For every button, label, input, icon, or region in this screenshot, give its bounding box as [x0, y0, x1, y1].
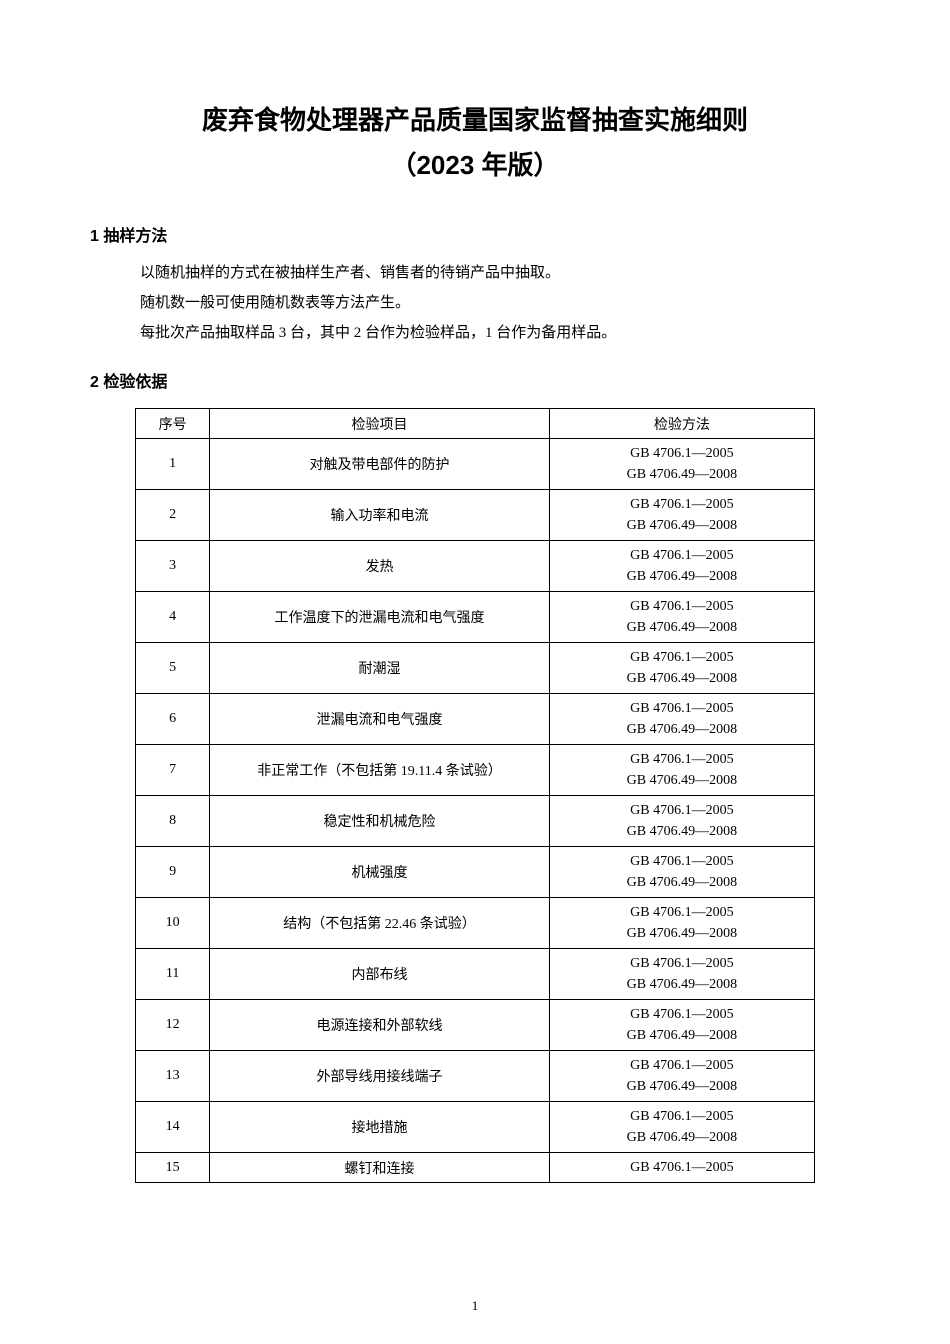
- cell-item: 对触及带电部件的防护: [210, 439, 550, 490]
- cell-seq: 1: [136, 439, 210, 490]
- cell-item: 发热: [210, 541, 550, 592]
- cell-item: 稳定性和机械危险: [210, 796, 550, 847]
- page-number: 1: [472, 1298, 479, 1314]
- cell-seq: 9: [136, 847, 210, 898]
- cell-seq: 7: [136, 745, 210, 796]
- cell-method: GB 4706.1—2005GB 4706.49—2008: [549, 796, 814, 847]
- table-row: 11内部布线GB 4706.1—2005GB 4706.49—2008: [136, 949, 815, 1000]
- table-row: 7非正常工作（不包括第 19.11.4 条试验）GB 4706.1—2005GB…: [136, 745, 815, 796]
- cell-method: GB 4706.1—2005GB 4706.49—2008: [549, 847, 814, 898]
- cell-seq: 6: [136, 694, 210, 745]
- cell-method: GB 4706.1—2005GB 4706.49—2008: [549, 439, 814, 490]
- cell-item: 耐潮湿: [210, 643, 550, 694]
- table-header-row: 序号 检验项目 检验方法: [136, 409, 815, 439]
- cell-item: 内部布线: [210, 949, 550, 1000]
- table-row: 12电源连接和外部软线GB 4706.1—2005GB 4706.49—2008: [136, 1000, 815, 1051]
- cell-seq: 4: [136, 592, 210, 643]
- table-row: 14接地措施GB 4706.1—2005GB 4706.49—2008: [136, 1102, 815, 1153]
- cell-item: 非正常工作（不包括第 19.11.4 条试验）: [210, 745, 550, 796]
- cell-seq: 10: [136, 898, 210, 949]
- cell-item: 泄漏电流和电气强度: [210, 694, 550, 745]
- cell-seq: 13: [136, 1051, 210, 1102]
- section1-para-0: 以随机抽样的方式在被抽样生产者、销售者的待销产品中抽取。: [110, 258, 860, 288]
- cell-method: GB 4706.1—2005GB 4706.49—2008: [549, 541, 814, 592]
- section1-para-2: 每批次产品抽取样品 3 台，其中 2 台作为检验样品，1 台作为备用样品。: [110, 318, 860, 348]
- table-body: 1对触及带电部件的防护GB 4706.1—2005GB 4706.49—2008…: [136, 439, 815, 1183]
- inspection-table: 序号 检验项目 检验方法 1对触及带电部件的防护GB 4706.1—2005GB…: [135, 408, 815, 1183]
- cell-seq: 8: [136, 796, 210, 847]
- table-row: 2输入功率和电流GB 4706.1—2005GB 4706.49—2008: [136, 490, 815, 541]
- cell-method: GB 4706.1—2005GB 4706.49—2008: [549, 643, 814, 694]
- table-row: 5耐潮湿GB 4706.1—2005GB 4706.49—2008: [136, 643, 815, 694]
- cell-item: 外部导线用接线端子: [210, 1051, 550, 1102]
- table-row: 9机械强度GB 4706.1—2005GB 4706.49—2008: [136, 847, 815, 898]
- table-row: 1对触及带电部件的防护GB 4706.1—2005GB 4706.49—2008: [136, 439, 815, 490]
- cell-seq: 11: [136, 949, 210, 1000]
- cell-seq: 5: [136, 643, 210, 694]
- cell-seq: 2: [136, 490, 210, 541]
- cell-item: 输入功率和电流: [210, 490, 550, 541]
- table-row: 3发热GB 4706.1—2005GB 4706.49—2008: [136, 541, 815, 592]
- document-title: 废弃食物处理器产品质量国家监督抽查实施细则: [90, 100, 860, 137]
- table-row: 4工作温度下的泄漏电流和电气强度GB 4706.1—2005GB 4706.49…: [136, 592, 815, 643]
- header-seq: 序号: [136, 409, 210, 439]
- section1-heading: 1 抽样方法: [90, 222, 860, 246]
- cell-seq: 15: [136, 1153, 210, 1183]
- cell-item: 接地措施: [210, 1102, 550, 1153]
- cell-method: GB 4706.1—2005GB 4706.49—2008: [549, 1051, 814, 1102]
- cell-method: GB 4706.1—2005GB 4706.49—2008: [549, 490, 814, 541]
- section2-heading: 2 检验依据: [90, 368, 860, 392]
- cell-method: GB 4706.1—2005GB 4706.49—2008: [549, 898, 814, 949]
- cell-item: 螺钉和连接: [210, 1153, 550, 1183]
- cell-method: GB 4706.1—2005GB 4706.49—2008: [549, 745, 814, 796]
- cell-method: GB 4706.1—2005GB 4706.49—2008: [549, 592, 814, 643]
- table-row: 15螺钉和连接GB 4706.1—2005: [136, 1153, 815, 1183]
- cell-method: GB 4706.1—2005GB 4706.49—2008: [549, 949, 814, 1000]
- table-row: 8稳定性和机械危险GB 4706.1—2005GB 4706.49—2008: [136, 796, 815, 847]
- cell-method: GB 4706.1—2005GB 4706.49—2008: [549, 694, 814, 745]
- cell-seq: 12: [136, 1000, 210, 1051]
- cell-seq: 14: [136, 1102, 210, 1153]
- table-row: 6泄漏电流和电气强度GB 4706.1—2005GB 4706.49—2008: [136, 694, 815, 745]
- inspection-table-container: 序号 检验项目 检验方法 1对触及带电部件的防护GB 4706.1—2005GB…: [90, 408, 860, 1183]
- header-item: 检验项目: [210, 409, 550, 439]
- cell-seq: 3: [136, 541, 210, 592]
- section1-para-1: 随机数一般可使用随机数表等方法产生。: [110, 288, 860, 318]
- cell-item: 结构（不包括第 22.46 条试验）: [210, 898, 550, 949]
- cell-item: 电源连接和外部软线: [210, 1000, 550, 1051]
- header-method: 检验方法: [549, 409, 814, 439]
- table-row: 13外部导线用接线端子GB 4706.1—2005GB 4706.49—2008: [136, 1051, 815, 1102]
- cell-method: GB 4706.1—2005GB 4706.49—2008: [549, 1000, 814, 1051]
- table-row: 10结构（不包括第 22.46 条试验）GB 4706.1—2005GB 470…: [136, 898, 815, 949]
- document-subtitle: （2023 年版）: [90, 145, 860, 182]
- cell-method: GB 4706.1—2005GB 4706.49—2008: [549, 1102, 814, 1153]
- cell-item: 机械强度: [210, 847, 550, 898]
- cell-item: 工作温度下的泄漏电流和电气强度: [210, 592, 550, 643]
- cell-method: GB 4706.1—2005: [549, 1153, 814, 1183]
